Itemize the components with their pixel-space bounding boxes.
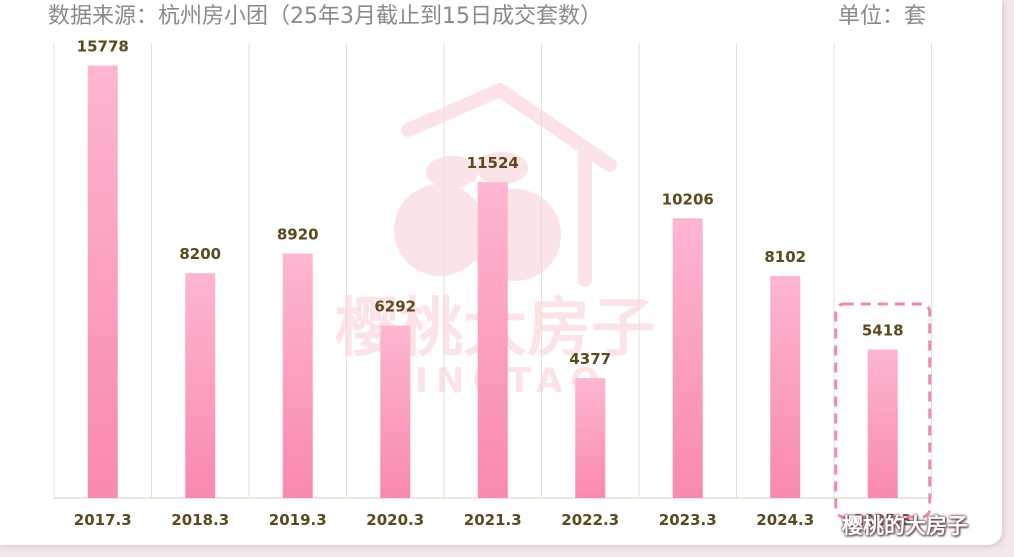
- x-tick-label: 2021.3: [464, 511, 522, 529]
- x-tick-label: 2020.3: [366, 511, 424, 529]
- value-label: 5418: [862, 321, 904, 339]
- watermark-cherry-left-icon: [394, 184, 486, 276]
- bar: [575, 378, 606, 498]
- watermark-bow-right-icon: [476, 152, 528, 184]
- value-label: 8200: [179, 245, 221, 263]
- x-tick-label: 2017.3: [74, 511, 132, 529]
- labels: 15778 2017.3 8200 2018.3 8920 2019.3 6292 2020.…: [74, 38, 912, 529]
- x-tick-label: 2022.3: [561, 511, 619, 529]
- bar: [770, 275, 801, 498]
- value-label: 11524: [467, 154, 519, 172]
- watermark-house-icon: [401, 83, 617, 287]
- value-label: 4377: [569, 350, 611, 368]
- value-label: 8102: [764, 248, 806, 266]
- x-tick-label: 2019.3: [269, 511, 327, 529]
- bar-chart: 樱桃大房子 YINGTAO 157782017.382002018.389202…: [53, 38, 932, 529]
- bars: [87, 65, 898, 498]
- data-source-note: 数据来源：杭州房小团（25年3月截止到15日成交套数）: [48, 4, 602, 29]
- watermark-bow-left-icon: [426, 156, 478, 188]
- bar: [185, 273, 216, 498]
- unit-label: 单位：套: [838, 4, 927, 29]
- author-credit: 樱桃的大房子: [842, 514, 968, 538]
- bar: [672, 218, 703, 498]
- value-label: 15778: [77, 38, 129, 56]
- x-tick-label: 2023.3: [659, 511, 717, 529]
- x-tick-label: 2018.3: [171, 511, 229, 529]
- highlight-box: [834, 302, 932, 519]
- value-label: 8920: [277, 226, 319, 244]
- gridlines: [53, 43, 932, 499]
- value-label: 6292: [374, 298, 416, 316]
- chart-card: 数据来源：杭州房小团（25年3月截止到15日成交套数） 单位：套 樱桃大房子 Y…: [0, 0, 1002, 545]
- value-label: 10206: [662, 190, 714, 208]
- bar: [477, 182, 508, 498]
- bar: [87, 65, 118, 498]
- x-tick-label: 2024.3: [756, 511, 814, 529]
- bar: [380, 325, 411, 498]
- bar: [867, 349, 898, 498]
- bar: [282, 253, 313, 498]
